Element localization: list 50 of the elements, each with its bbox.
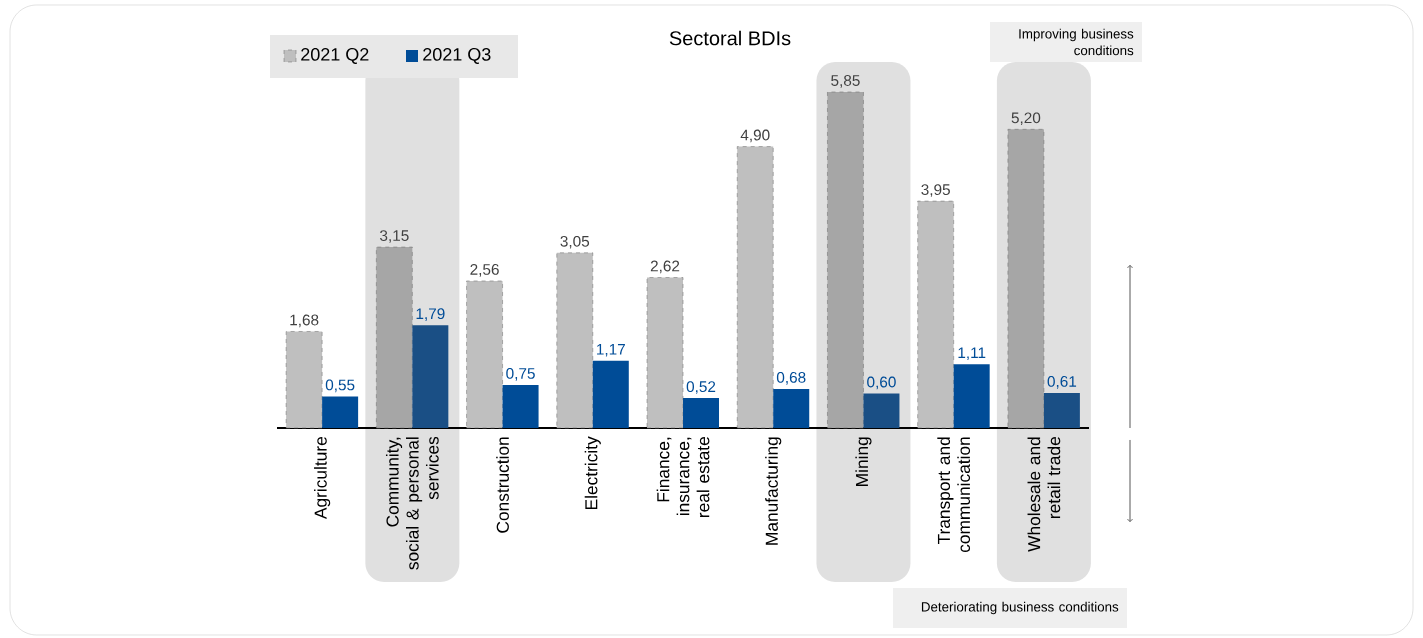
- x-tick-label: Mining: [855, 437, 872, 486]
- bar: [285, 331, 323, 429]
- data-label: 0,75: [506, 367, 535, 381]
- text: Improving business conditions: [1019, 28, 1134, 56]
- data-label: 1,68: [290, 314, 319, 328]
- bar: [376, 246, 413, 429]
- data-label: 0,68: [776, 372, 806, 385]
- data-label: 1,79: [416, 308, 445, 321]
- bar: [863, 393, 900, 428]
- x-tick-label: Finance, insurance, real estate: [656, 437, 710, 517]
- data-label: 5,85: [831, 75, 860, 88]
- data-label: 0,55: [325, 379, 355, 393]
- x-tick-label: Wholesale and retail trade: [1027, 437, 1061, 552]
- bar: [827, 91, 864, 429]
- text: Deteriorating business conditions: [921, 601, 1119, 615]
- data-label: 3,95: [921, 184, 950, 197]
- data-label: 5,20: [1011, 112, 1041, 126]
- data-label: 0,52: [686, 381, 716, 394]
- x-tick-label: Electricity: [584, 436, 601, 509]
- bar: [683, 398, 720, 428]
- bar: [1043, 392, 1080, 428]
- bar: [917, 200, 954, 429]
- data-label: 4,90: [740, 129, 770, 143]
- legend-label: 2021 Q3: [423, 48, 491, 64]
- bar: [502, 384, 539, 428]
- bar: [1007, 129, 1045, 429]
- legend-label: 2021 Q2: [301, 48, 369, 64]
- bar: [953, 364, 990, 428]
- data-label: 2,62: [650, 260, 680, 274]
- data-label: 1,11: [958, 347, 986, 360]
- bar: [556, 252, 594, 429]
- x-tick-label: Community, social & personal services: [385, 436, 439, 570]
- bar: [592, 360, 629, 428]
- data-label: 3,05: [560, 235, 590, 249]
- data-label: 2,56: [470, 264, 499, 277]
- data-label: 0,61: [1047, 376, 1077, 389]
- x-tick-label: Transport and communication: [937, 437, 971, 553]
- bar: [466, 280, 503, 429]
- bar: [646, 277, 684, 429]
- data-label: 3,15: [380, 230, 409, 243]
- bar: [736, 146, 774, 429]
- data-label: 1,17: [597, 344, 625, 357]
- x-tick-label: Manufacturing: [765, 437, 782, 545]
- x-tick-label: Agriculture: [314, 437, 331, 520]
- bar: [773, 388, 810, 428]
- bar: [412, 325, 449, 428]
- data-label: 0,60: [867, 376, 896, 390]
- x-tick-label: Construction: [496, 437, 509, 533]
- chart-title: Sectoral BDIs: [669, 30, 791, 46]
- bar: [322, 396, 359, 428]
